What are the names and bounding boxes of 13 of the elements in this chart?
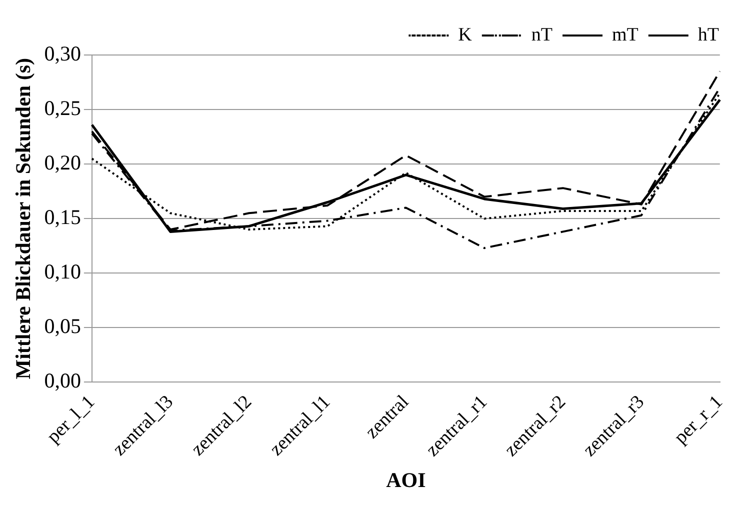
y-axis-title: Mittlere Blickdauer in Sekunden (s) <box>11 58 36 380</box>
y-tick-label: 0,00 <box>44 368 81 393</box>
y-tick-label: 0,25 <box>44 96 81 120</box>
y-tick-label: 0,30 <box>44 42 81 66</box>
legend-label: nT <box>531 24 553 46</box>
x-axis-title: AOI <box>386 468 426 492</box>
legend-label: hT <box>698 24 720 46</box>
y-tick-label: 0,15 <box>44 205 81 230</box>
y-tick-label: 0,05 <box>44 314 81 338</box>
legend-label: mT <box>612 24 639 46</box>
y-tick-label: 0,20 <box>44 150 81 175</box>
y-tick-label: 0,10 <box>44 260 81 284</box>
legend-label: K <box>458 24 472 46</box>
